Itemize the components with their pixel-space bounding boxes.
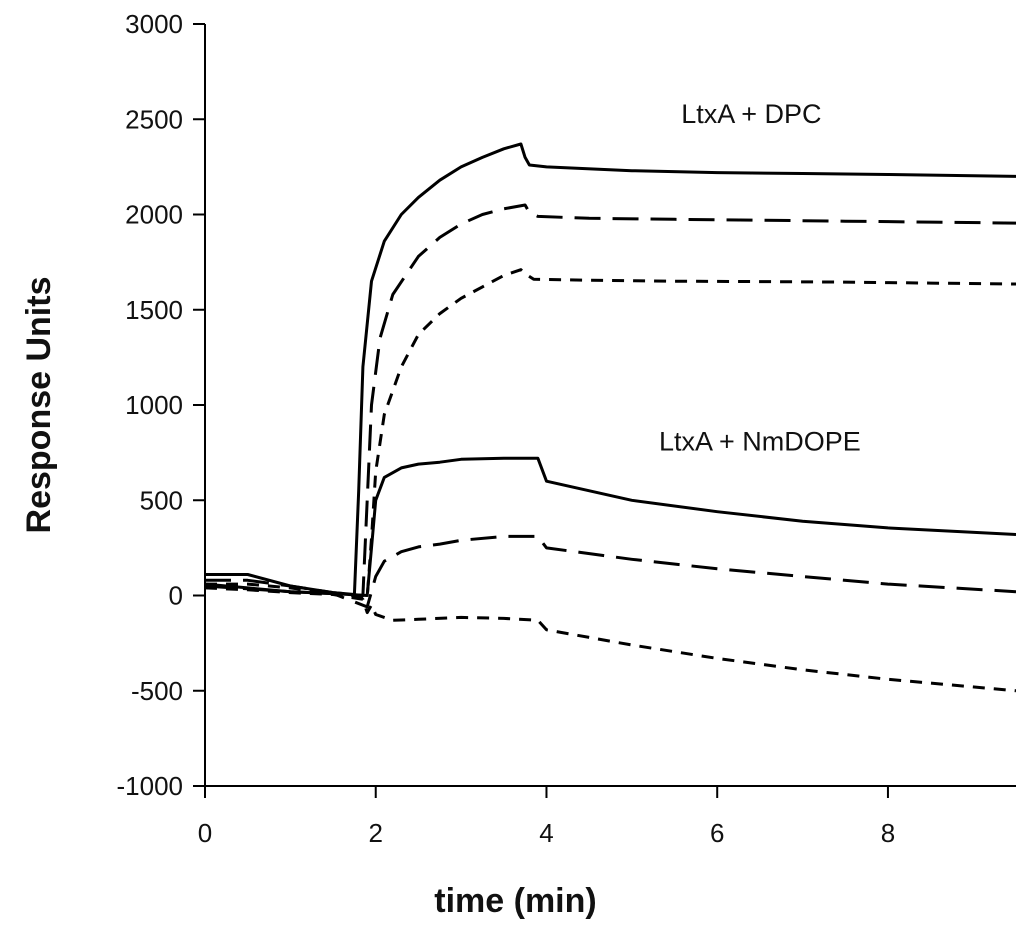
annotation-label-1: LtxA + DPC [681, 99, 821, 129]
x-axis-ticks: 0 2 4 6 8 [198, 786, 895, 848]
x-tick-label: 8 [881, 818, 895, 848]
y-tick-label: 2500 [125, 104, 183, 134]
x-tick-label: 0 [198, 818, 212, 848]
x-tick-label: 4 [539, 818, 553, 848]
x-tick-label: 6 [710, 818, 724, 848]
y-axis-ticks: -1000 -500 0 500 1000 1500 2000 2500 3000 [117, 9, 205, 801]
y-tick-label: 1500 [125, 295, 183, 325]
y-tick-label: -500 [131, 676, 183, 706]
series-line-5 [204, 534, 1016, 609]
y-tick-label: 500 [140, 485, 183, 515]
series-line-4 [204, 456, 1016, 597]
series-line-6 [204, 586, 1016, 693]
y-tick-label: -1000 [117, 771, 184, 801]
y-tick-label: 2000 [125, 200, 183, 230]
y-axis-title: Response Units [20, 277, 58, 534]
annotation-label-2: LtxA + NmDOPE [659, 427, 861, 457]
x-axis-title: time (min) [434, 882, 596, 920]
series-line-3 [205, 268, 1016, 599]
series-line-2 [205, 203, 1016, 597]
y-tick-label: 0 [169, 581, 183, 611]
annotation-layer: LtxA + DPC LtxA + NmDOPE [659, 99, 861, 457]
y-tick-label: 1000 [125, 390, 183, 420]
y-tick-label: 3000 [125, 9, 183, 39]
x-tick-label: 2 [369, 818, 383, 848]
series-layer [204, 142, 1016, 693]
